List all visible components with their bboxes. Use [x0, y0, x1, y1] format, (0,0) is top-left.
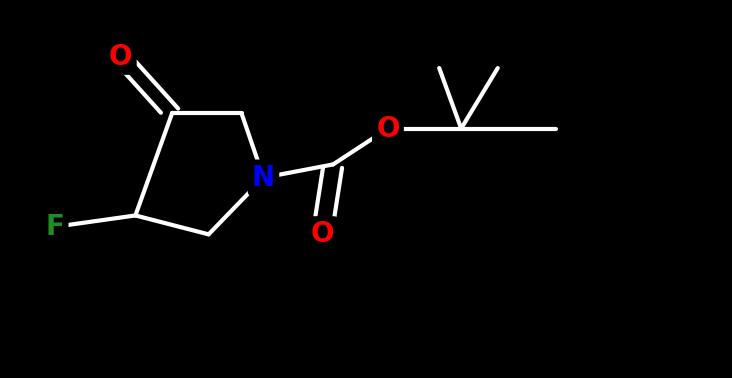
Text: O: O — [109, 43, 132, 71]
Text: N: N — [252, 164, 275, 192]
Text: O: O — [376, 115, 400, 143]
Text: F: F — [45, 213, 64, 241]
Text: O: O — [310, 220, 334, 248]
